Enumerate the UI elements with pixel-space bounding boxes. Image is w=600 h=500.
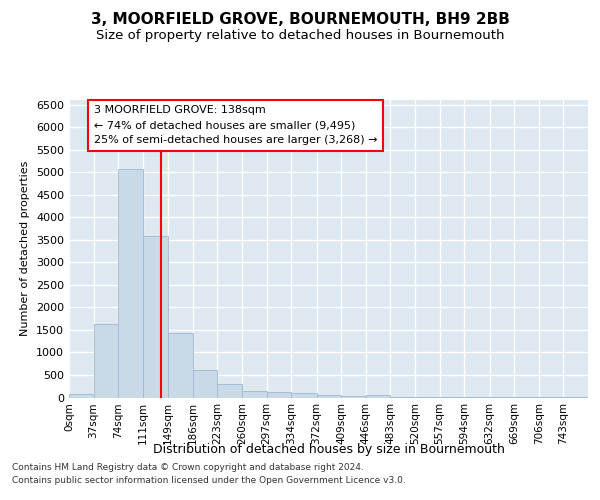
Bar bbox=[366, 395, 391, 398]
Text: Contains HM Land Registry data © Crown copyright and database right 2024.: Contains HM Land Registry data © Crown c… bbox=[12, 464, 364, 472]
Bar bbox=[391, 397, 415, 398]
Bar bbox=[143, 236, 168, 398]
Text: Size of property relative to detached houses in Bournemouth: Size of property relative to detached ho… bbox=[96, 28, 504, 42]
Text: Contains public sector information licensed under the Open Government Licence v3: Contains public sector information licen… bbox=[12, 476, 406, 485]
Bar bbox=[94, 324, 118, 398]
Bar bbox=[118, 169, 143, 398]
Bar bbox=[266, 392, 291, 398]
Bar bbox=[291, 394, 317, 398]
Bar bbox=[168, 334, 193, 398]
Bar bbox=[217, 384, 242, 398]
Text: 3, MOORFIELD GROVE, BOURNEMOUTH, BH9 2BB: 3, MOORFIELD GROVE, BOURNEMOUTH, BH9 2BB bbox=[91, 12, 509, 28]
Text: Distribution of detached houses by size in Bournemouth: Distribution of detached houses by size … bbox=[153, 442, 505, 456]
Y-axis label: Number of detached properties: Number of detached properties bbox=[20, 161, 31, 336]
Bar bbox=[69, 394, 94, 398]
Bar bbox=[242, 390, 266, 398]
Bar bbox=[317, 395, 341, 398]
Bar bbox=[341, 396, 366, 398]
Text: 3 MOORFIELD GROVE: 138sqm
← 74% of detached houses are smaller (9,495)
25% of se: 3 MOORFIELD GROVE: 138sqm ← 74% of detac… bbox=[94, 106, 377, 145]
Bar bbox=[193, 370, 217, 398]
